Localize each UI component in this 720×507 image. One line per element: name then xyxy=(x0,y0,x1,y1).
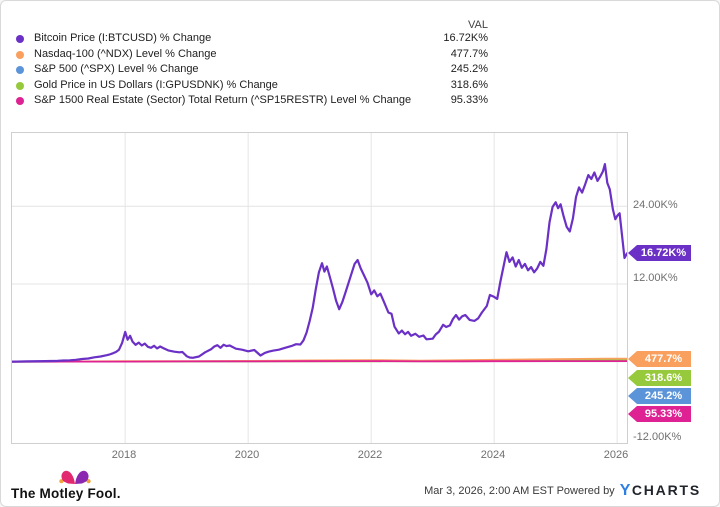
legend-label: Nasdaq-100 (^NDX) Level % Change xyxy=(34,47,217,60)
legend-label: Bitcoin Price (I:BTCUSD) % Change xyxy=(34,32,212,44)
legend-value: 245.2% xyxy=(450,63,488,76)
ycharts-y-icon: Y xyxy=(619,482,632,499)
legend-item-gold: Gold Price in US Dollars (I:GPUSDNK) % C… xyxy=(1,78,719,94)
x-axis-label: 2026 xyxy=(603,449,629,461)
y-axis-label: -12.00K% xyxy=(633,431,682,443)
series-color-dot-icon xyxy=(16,50,24,59)
ycharts-wordmark: CHARTS xyxy=(631,482,701,498)
legend-item-nasdaq100: Nasdaq-100 (^NDX) Level % Change 477.7% xyxy=(1,47,719,63)
legend-label: S&P 500 (^SPX) Level % Change xyxy=(34,63,199,76)
series-color-dot-icon xyxy=(16,81,24,90)
legend-label: Gold Price in US Dollars (I:GPUSDNK) % C… xyxy=(34,78,278,91)
legend-item-sp500: S&P 500 (^SPX) Level % Change 245.2% xyxy=(1,62,719,78)
value-badge-nasdaq100: 477.7% xyxy=(628,351,691,367)
legend-value: 95.33% xyxy=(450,94,488,107)
value-badge-sp1500-real-estate: 95.33% xyxy=(628,406,691,422)
series-color-dot-icon xyxy=(16,35,24,43)
chart-legend: Bitcoin Price (I:BTCUSD) % Change 16.72K… xyxy=(1,31,719,109)
legend-value: 318.6% xyxy=(450,78,488,91)
x-axis-label: 2018 xyxy=(111,449,137,461)
ycharts-logo: Y CHARTS xyxy=(620,482,701,500)
y-axis-label: 12.00K% xyxy=(633,272,678,284)
legend-item-bitcoin: Bitcoin Price (I:BTCUSD) % Change 16.72K… xyxy=(1,31,719,47)
x-axis-label: 2020 xyxy=(234,449,260,461)
series-color-dot-icon xyxy=(16,97,24,106)
plot-area xyxy=(11,132,628,444)
motley-fool-logo: The Motley Fool. xyxy=(11,486,121,501)
attribution: Mar 3, 2026, 2:00 AM EST Powered by Y CHA… xyxy=(424,482,701,500)
plot-svg xyxy=(12,133,627,443)
jester-cap-icon xyxy=(59,470,91,484)
legend-value: 477.7% xyxy=(450,47,488,60)
value-badge-gold: 318.6% xyxy=(628,370,691,386)
series-line-sp1500-real-estate xyxy=(12,360,627,363)
value-badge-bitcoin: 16.72K% xyxy=(628,245,691,261)
legend-label: S&P 1500 Real Estate (Sector) Total Retu… xyxy=(34,94,412,107)
y-axis-label: 24.00K% xyxy=(633,199,678,211)
x-axis-label: 2022 xyxy=(357,449,383,461)
legend-item-sp1500-real-estate: S&P 1500 Real Estate (Sector) Total Retu… xyxy=(1,93,719,109)
x-axis-label: 2024 xyxy=(480,449,506,461)
series-color-dot-icon xyxy=(16,66,24,75)
legend-value: 16.72K% xyxy=(443,32,488,44)
series-line-bitcoin xyxy=(12,163,627,363)
legend-val-header: VAL xyxy=(468,19,488,31)
timestamp-text: Mar 3, 2026, 2:00 AM EST Powered by xyxy=(424,485,615,497)
value-badge-sp500: 245.2% xyxy=(628,388,691,404)
